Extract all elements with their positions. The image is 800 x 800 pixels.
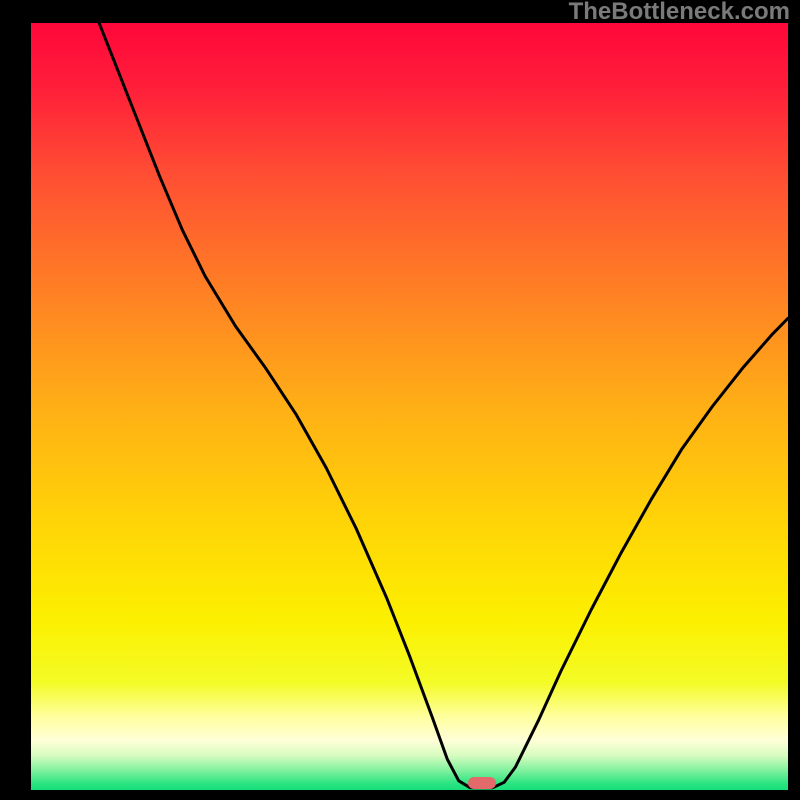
frame-border-left: [0, 0, 31, 800]
bottom-marker: [468, 777, 496, 789]
watermark-text: TheBottleneck.com: [569, 0, 790, 26]
bottleneck-curve: [31, 23, 788, 790]
frame-border-right: [788, 0, 800, 800]
chart-frame: TheBottleneck.com: [0, 0, 800, 800]
plot-area: [31, 23, 788, 790]
frame-border-bottom: [0, 790, 800, 800]
curve-polyline: [99, 23, 788, 788]
